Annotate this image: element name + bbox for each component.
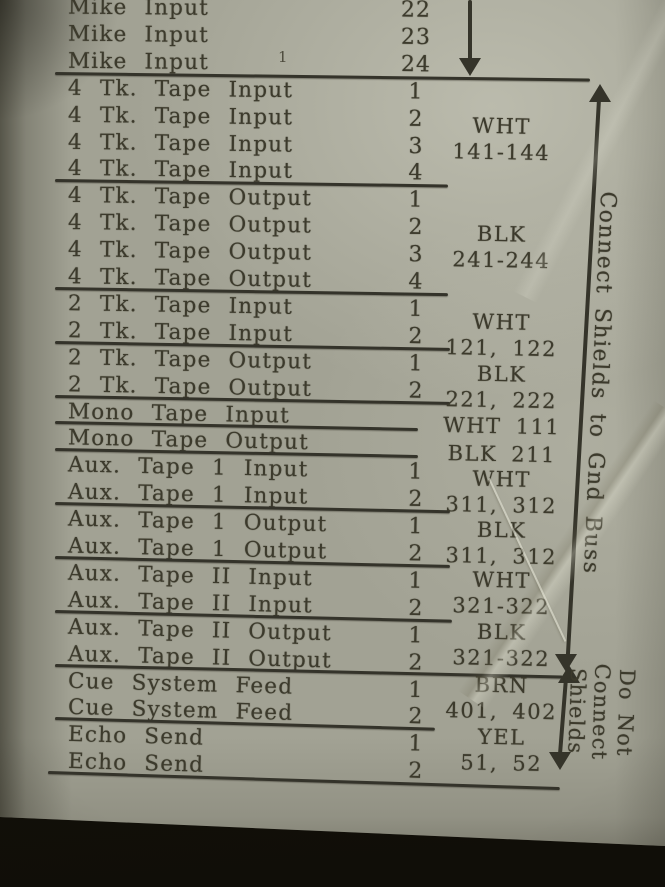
wire-code-line: BLK [476,517,527,543]
row-pin-number: 1 [408,568,424,594]
row-pin-number: 2 [408,758,424,785]
row-label: Mike Input [67,21,210,48]
row-label: 4 Tk. Tape Input [67,102,294,130]
wire-code: WHT 311, 312 [439,465,564,519]
do-not-connect-line: Connect [587,663,615,761]
wire-code-line: 401, 402 [445,698,558,725]
mike-bracket-down-arrow-icon [459,58,481,76]
row-label: 4 Tk. Tape Output [67,183,313,212]
row-label: 4 Tk. Tape Input [67,75,294,103]
row-label: Aux. Tape II Input [67,560,314,592]
row-pin-number: 3 [408,242,424,268]
row-label: 4 Tk. Tape Output [67,210,313,239]
wire-code-line: WHT [472,309,532,335]
wire-code: BLK 221, 222 [439,360,564,414]
row-pin-number: 2 [408,106,424,132]
row-pin-number: 1 [408,514,424,540]
row-label: Aux. Tape 1 Input [67,452,309,483]
row-pin-number: 1 [408,731,424,757]
wire-code: BRN 401, 402 [439,671,564,725]
wire-code: BLK 321-322 [439,618,564,672]
wire-code-line: WHT [472,113,532,139]
row-label: Mike Input [67,0,210,21]
row-pin-number: 4 [408,160,424,186]
wire-code: WHT 141-144 [439,112,564,166]
wire-code-line: WHT [472,567,532,593]
wire-code: WHT 111 [440,412,564,440]
wire-code-line: 321-322 [452,645,551,672]
do-not-connect-line: Do Not [612,668,640,758]
wire-code-line: BLK [476,221,527,247]
wire-code-line: BLK [476,361,527,387]
wire-code-line: BLK [476,619,527,645]
wire-code-line: 141-144 [452,139,551,166]
shield-buss-up-arrow-icon [589,84,611,102]
wire-code: WHT 121, 122 [439,308,564,362]
row-pin-number: 2 [408,323,424,350]
do-not-connect-note: Do Not Connect Shields [563,662,640,761]
row-label: 2 Tk. Tape Input [67,291,294,320]
row-pin-number: 1 [408,459,424,486]
wire-code-line: YEL [477,724,526,750]
wire-code-line: 121, 122 [445,335,558,362]
mike-bracket-line [468,0,472,60]
row-pin-number: 24 [400,51,432,78]
wire-code: WHT 321-322 [439,566,564,620]
stray-mark: 1 [278,48,288,66]
row-pin-number: 23 [400,24,432,50]
row-label: Echo Send [67,722,205,751]
wire-code-line: 51, 52 [460,750,543,776]
row-pin-number: 3 [408,133,424,159]
do-not-connect-line: Shields [563,667,591,755]
row-pin-number: 2 [408,378,424,404]
row-label: 4 Tk. Tape Input [67,129,294,158]
wire-code-line: BRN [474,672,530,698]
row-pin-number [393,432,439,433]
row-label: Mike Input [67,48,210,75]
wire-code-line: 241-244 [452,247,551,274]
wire-code: BLK 241-244 [439,220,564,274]
row-pin-number: 1 [408,622,424,649]
wire-code-line: 221, 222 [445,387,558,414]
row-label: Aux. Tape 1 Output [67,506,328,538]
row-pin-number: 4 [408,269,424,295]
row-pin-number: 1 [408,350,424,377]
wire-code-line: WHT [472,466,532,492]
wire-code-line: BLK 211 [447,441,557,468]
wire-code: BLK 211 [440,440,564,468]
wire-code-line: 311, 312 [445,492,558,519]
wire-code-line: 321-322 [452,593,551,620]
row-pin-number: 2 [408,215,424,241]
row-pin-number: 1 [408,677,424,703]
row-label: 2 Tk. Tape Output [67,344,313,375]
row-label: Cue System Feed [67,668,294,700]
row-label: 4 Tk. Tape Output [67,237,313,266]
wire-code: YEL 51, 52 [439,723,564,777]
row-pin-number: 1 [408,296,424,322]
no-shield-down-arrow-icon [549,752,571,770]
table-row: Mike Input 23 [0,21,470,52]
row-pin-number: 1 [408,187,424,214]
wire-code-line: WHT 111 [442,413,561,440]
row-pin-number: 1 [408,79,424,105]
row-pin-number: 22 [400,0,432,23]
wire-code: BLK 311, 312 [439,516,564,570]
